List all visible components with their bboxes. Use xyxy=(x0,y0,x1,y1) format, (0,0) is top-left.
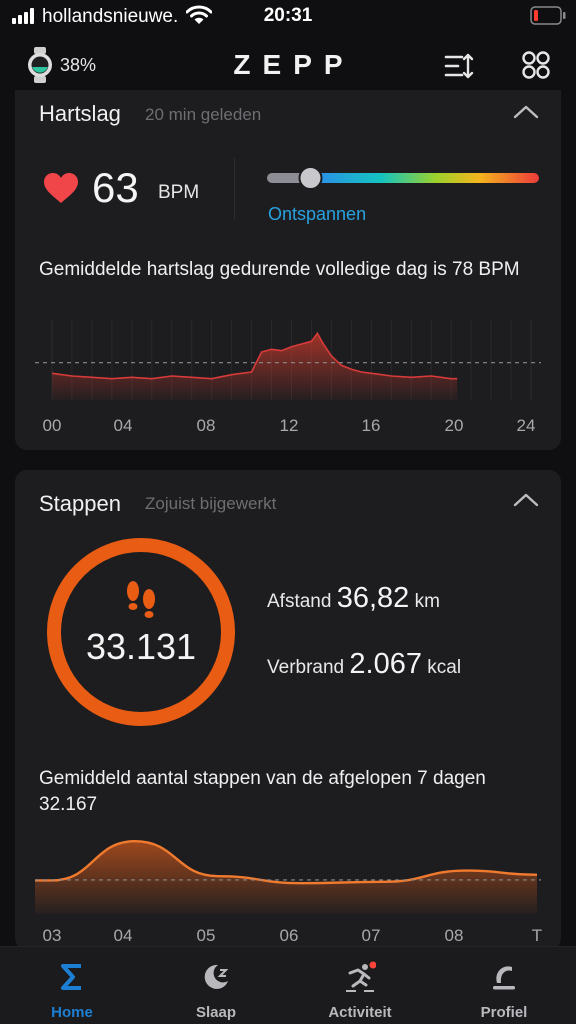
zone-indicator xyxy=(298,166,323,190)
footsteps-icon xyxy=(127,581,155,618)
steps-area xyxy=(35,841,537,914)
sort-icon[interactable] xyxy=(444,52,474,80)
app-header: 38% ZEPP xyxy=(0,34,576,98)
tab-label: Home xyxy=(51,1004,93,1021)
steps-line xyxy=(35,839,538,885)
x-tick: 20 xyxy=(444,416,464,435)
heart-rate-line xyxy=(51,331,458,380)
runner-icon xyxy=(346,961,376,992)
tab-bar: Home Slaap Activiteit Profiel xyxy=(0,946,576,1024)
x-tick: T xyxy=(531,926,543,945)
heart-rate-value: 63 xyxy=(92,164,139,211)
x-tick: 12 xyxy=(279,416,299,435)
x-tick: 05 xyxy=(196,926,216,945)
zepp-logo: ZEPP xyxy=(233,49,355,80)
calories-label: Verbrand xyxy=(267,657,345,678)
heart-rate-title: Hartslag xyxy=(39,101,121,126)
battery-icon xyxy=(530,6,566,25)
tab-label: Profiel xyxy=(480,1004,528,1021)
distance-label: Afstand xyxy=(267,591,332,612)
steps-average-text: Gemiddeld aantal stappen van de afgelope… xyxy=(39,768,486,815)
steps-ring xyxy=(47,538,235,726)
distance-value: 36,82 xyxy=(336,582,410,614)
tab-label: Activiteit xyxy=(328,1004,392,1021)
x-tick: 04 xyxy=(113,926,133,945)
moon-icon xyxy=(204,964,229,989)
calories-unit: kcal xyxy=(427,657,462,678)
steps-title: Stappen xyxy=(39,491,121,516)
heart-rate-unit: BPM xyxy=(158,182,200,203)
x-tick: 08 xyxy=(444,926,464,945)
heart-rate-card[interactable]: Hartslag 20 min geleden 63 BPM Ontspanne… xyxy=(15,90,561,450)
x-tick: 08 xyxy=(196,416,216,435)
watch-icon[interactable] xyxy=(26,47,54,83)
steps-updated: Zojuist bijgewerkt xyxy=(145,494,277,513)
signal-icon xyxy=(12,8,34,24)
status-time: 20:31 xyxy=(263,5,313,26)
x-tick: 07 xyxy=(361,926,381,945)
watch-battery-percent: 38% xyxy=(60,55,97,75)
tab-activity[interactable]: Activiteit xyxy=(288,947,432,1024)
heart-rate-x-axis: 00 04 08 12 16 20 24 xyxy=(15,416,561,440)
steps-chart xyxy=(35,839,541,914)
tab-label: Slaap xyxy=(195,1004,237,1021)
x-tick: 00 xyxy=(42,416,62,435)
tab-home[interactable]: Home xyxy=(0,947,144,1024)
tab-profile[interactable]: Profiel xyxy=(432,947,576,1024)
steps-x-axis: 03 04 05 06 07 08 T xyxy=(15,926,561,950)
carrier-name: hollandsnieuwe. xyxy=(42,6,179,27)
heart-icon xyxy=(44,173,78,203)
x-tick: 04 xyxy=(113,416,133,435)
wifi-icon xyxy=(186,5,212,24)
collapse-chevron-icon[interactable] xyxy=(513,104,539,120)
x-tick: 24 xyxy=(516,416,536,435)
collapse-chevron-icon[interactable] xyxy=(513,492,539,508)
steps-card[interactable]: Stappen Zojuist bijgewerkt 33.131 Afstan… xyxy=(15,470,561,950)
calories-value: 2.067 xyxy=(349,648,422,680)
heart-rate-zone-label: Ontspannen xyxy=(268,204,367,224)
distance-unit: km xyxy=(414,591,440,612)
heart-rate-chart xyxy=(35,320,541,400)
x-tick: 03 xyxy=(42,926,62,945)
heart-rate-updated: 20 min geleden xyxy=(145,105,262,124)
profile-icon xyxy=(493,966,515,990)
heart-rate-zone-gauge xyxy=(267,166,539,190)
x-tick: 06 xyxy=(279,926,299,945)
distance-stat: Afstand 36,82 km xyxy=(267,582,440,615)
heart-rate-average-text: Gemiddelde hartslag gedurende volledige … xyxy=(39,259,520,280)
steps-count: 33.131 xyxy=(85,626,197,667)
widgets-icon[interactable] xyxy=(521,50,551,80)
divider xyxy=(234,158,235,220)
x-tick: 16 xyxy=(361,416,381,435)
tab-sleep[interactable]: Slaap xyxy=(144,947,288,1024)
status-bar: hollandsnieuwe. 20:31 xyxy=(0,0,576,34)
calories-stat: Verbrand 2.067 kcal xyxy=(267,648,461,681)
sigma-icon xyxy=(61,964,81,990)
